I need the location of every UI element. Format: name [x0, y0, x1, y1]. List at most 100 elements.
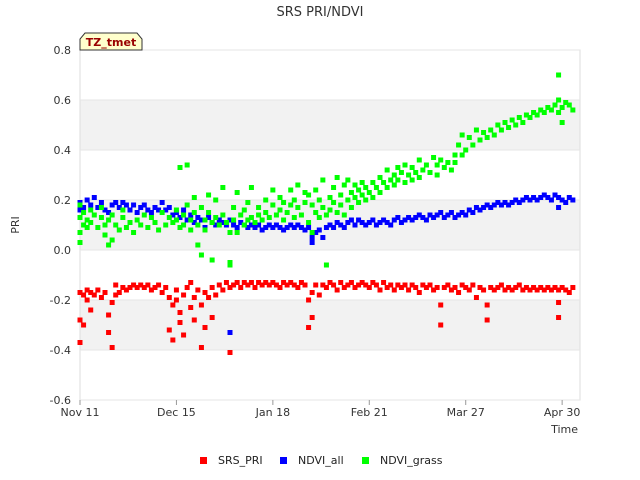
data-point: [202, 325, 208, 330]
data-point: [98, 200, 104, 205]
data-point: [484, 317, 490, 323]
data-point: [534, 287, 540, 293]
data-point: [195, 242, 201, 248]
data-point: [109, 300, 115, 305]
data-point: [88, 207, 94, 213]
data-point: [288, 187, 294, 193]
data-point: [206, 295, 212, 300]
data-point: [416, 290, 422, 295]
data-point: [277, 225, 283, 230]
data-point: [531, 110, 537, 115]
data-point: [195, 287, 201, 293]
data-point: [109, 345, 115, 350]
data-point: [245, 217, 251, 223]
data-point: [259, 217, 265, 223]
data-point: [513, 197, 519, 203]
data-point: [106, 312, 112, 318]
data-point: [377, 220, 383, 225]
data-point: [259, 282, 265, 288]
data-point: [345, 282, 351, 288]
x-tick-label: Apr 30: [544, 406, 581, 419]
data-point: [466, 207, 472, 213]
data-point: [495, 122, 501, 128]
data-point: [120, 215, 126, 220]
data-point: [281, 217, 287, 223]
legend-label: SRS_PRI: [218, 454, 263, 467]
data-point: [134, 285, 140, 290]
data-point: [316, 292, 322, 298]
data-point: [356, 217, 362, 223]
data-point: [270, 280, 276, 285]
data-point: [220, 185, 226, 190]
data-point: [81, 292, 87, 298]
data-point: [345, 197, 351, 203]
y-axis-label: PRI: [9, 216, 22, 234]
data-point: [527, 115, 533, 120]
data-point: [441, 285, 447, 290]
data-point: [181, 332, 187, 338]
data-point: [320, 177, 326, 183]
data-point: [170, 212, 176, 218]
data-point: [123, 202, 129, 208]
data-point: [470, 210, 476, 215]
data-point: [359, 180, 365, 185]
data-point: [266, 215, 272, 220]
data-point: [331, 225, 337, 230]
data-point: [423, 162, 429, 168]
data-point: [348, 205, 354, 210]
data-point: [198, 217, 204, 223]
data-point: [348, 190, 354, 195]
data-point: [98, 205, 104, 210]
x-axis-label: Time: [550, 423, 578, 436]
data-point: [470, 282, 476, 288]
data-point: [259, 227, 265, 233]
data-point: [427, 212, 433, 218]
data-point: [427, 170, 433, 175]
data-point: [388, 222, 394, 228]
data-point: [256, 212, 262, 218]
data-point: [277, 285, 283, 290]
data-point: [498, 202, 504, 208]
data-point: [184, 217, 190, 223]
data-point: [102, 207, 108, 213]
y-tick-label: 0.0: [54, 244, 72, 257]
data-point: [516, 200, 522, 205]
data-point: [520, 120, 526, 125]
badge-shape: [79, 32, 143, 51]
data-point: [463, 285, 469, 290]
data-point: [131, 230, 137, 235]
data-point: [445, 160, 451, 165]
data-point: [359, 280, 365, 285]
data-point: [98, 295, 104, 300]
data-point: [113, 222, 119, 228]
data-point: [327, 222, 333, 228]
data-point: [556, 287, 562, 293]
data-point: [213, 222, 219, 228]
data-point: [556, 72, 562, 78]
data-point: [81, 210, 87, 215]
data-point: [381, 217, 387, 223]
data-point: [220, 220, 226, 225]
y-tick-label: 0.6: [54, 94, 72, 107]
data-point: [545, 195, 551, 200]
data-point: [248, 215, 254, 220]
data-point: [273, 282, 279, 288]
data-point: [431, 287, 437, 293]
data-point: [263, 197, 269, 203]
data-point: [291, 215, 297, 220]
data-point: [523, 195, 529, 200]
data-point: [363, 185, 369, 190]
data-point: [234, 280, 240, 285]
data-point: [545, 105, 551, 110]
data-point: [256, 205, 262, 210]
data-point: [252, 220, 258, 225]
data-point: [184, 162, 190, 168]
data-point: [459, 282, 465, 288]
data-point: [538, 107, 544, 113]
data-point: [291, 282, 297, 288]
data-point: [416, 212, 422, 218]
data-point: [245, 200, 251, 205]
data-point: [248, 222, 254, 228]
data-point: [438, 322, 444, 328]
data-point: [309, 240, 315, 245]
